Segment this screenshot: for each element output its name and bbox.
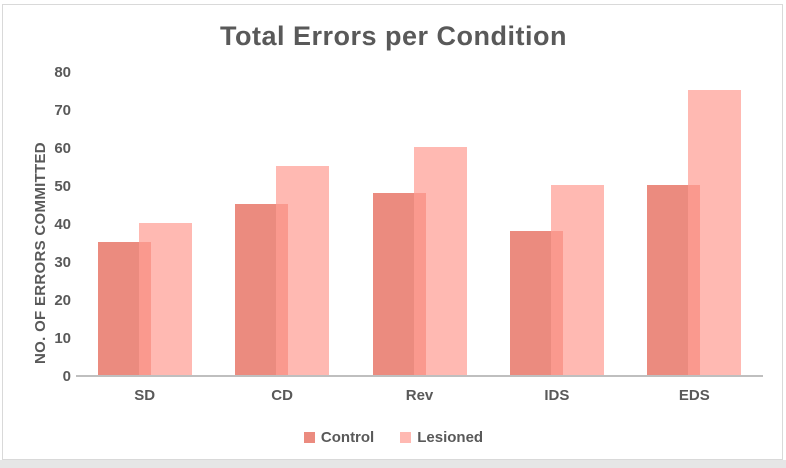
x-tick-label-EDS: EDS [678,387,710,404]
x-tick-label-SD: SD [134,387,156,404]
bar-lesioned-SD [138,223,192,375]
legend-item-lesioned: Lesioned [400,429,483,446]
bar-lesioned-CD [276,166,330,375]
bar-group-CD [235,73,330,375]
y-tick-label-20: 20 [54,292,71,309]
legend-label-control: Control [320,429,375,446]
x-tick-label-IDS: IDS [544,387,570,404]
y-tick-label-30: 30 [54,254,71,271]
legend-item-control: Control [303,429,375,446]
bar-group-SD [97,73,192,375]
y-tick-label-80: 80 [54,64,71,81]
chart-title: Total Errors per Condition [219,21,567,51]
legend-label-lesioned: Lesioned [417,429,484,446]
legend-swatch-control [303,432,315,443]
x-tick-label-CD: CD [271,387,293,404]
bar-group-IDS [509,73,604,375]
bar-lesioned-IDS [550,185,604,375]
y-tick-label-60: 60 [54,140,71,157]
bar-group-EDS [647,73,742,375]
y-tick-label-10: 10 [54,330,71,347]
y-tick-label-40: 40 [54,216,71,233]
bar-group-Rev [372,73,467,375]
chart-card: Total Errors per Condition NO. OF ERRORS… [2,4,783,460]
legend-swatch-lesioned [400,432,412,443]
plot-area [76,73,763,377]
y-tick-label-0: 0 [62,368,71,385]
x-tick-label-Rev: Rev [405,387,434,404]
y-tick-label-70: 70 [54,102,71,119]
legend: Control Lesioned [3,429,784,446]
bar-lesioned-EDS [688,90,742,375]
y-tick-label-50: 50 [54,178,71,195]
page-background-strip [0,460,786,468]
bar-lesioned-Rev [413,147,467,375]
